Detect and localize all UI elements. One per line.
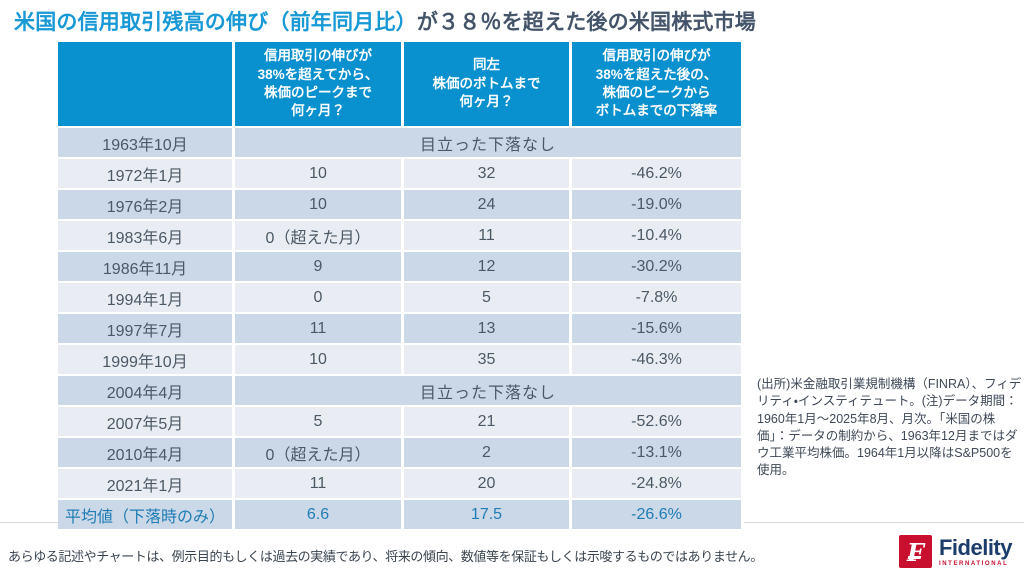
cell-peak: 11: [235, 314, 404, 345]
cell-peak: 0（超えた月）: [235, 438, 404, 469]
cell-peak: 10: [235, 159, 404, 190]
cell-bottom: 20: [404, 469, 572, 500]
fidelity-f-letter: F: [906, 538, 924, 567]
cell-date: 1999年10月: [58, 345, 235, 376]
cell-date: 1986年11月: [58, 252, 235, 283]
page-title-rest: が３８％を超えた後の米国株式市場: [416, 11, 757, 34]
cell-peak: 9: [235, 252, 404, 283]
cell-no-decline-note: 目立った下落なし: [235, 376, 744, 407]
cell-bottom: 32: [404, 159, 572, 190]
fidelity-f-icon: F: [898, 535, 932, 568]
cell-decline: -46.2%: [572, 159, 744, 190]
cell-peak: 0（超えた月）: [235, 221, 404, 252]
header-cell-decline-rate: 信用取引の伸びが 38%を超えた後の、 株価のピークから ボトムまでの下落率: [572, 42, 744, 128]
cell-date: 1972年1月: [58, 159, 235, 190]
cell-bottom: 12: [404, 252, 572, 283]
fidelity-f-bar: [907, 556, 922, 559]
cell-date: 2007年5月: [58, 407, 235, 438]
table-row: 1999年10月 10 35 -46.3%: [58, 345, 744, 376]
source-note: (出所)米金融取引業規制機構（FINRA）、フィデリティ・インスティテュート。(…: [757, 377, 1022, 478]
cell-decline: -15.6%: [572, 314, 744, 345]
table-row: 1963年10月 目立った下落なし: [58, 128, 744, 159]
cell-peak: 0: [235, 283, 404, 314]
page-title-highlight: 米国の信用取引残高の伸び（前年同月比）: [14, 11, 417, 34]
table-row: 2010年4月 0（超えた月） 2 -13.1%: [58, 438, 744, 469]
cell-bottom: 5: [404, 283, 572, 314]
table-row: 1997年7月 11 13 -15.6%: [58, 314, 744, 345]
page-title: 米国の信用取引残高の伸び（前年同月比）が３８％を超えた後の米国株式市場: [14, 6, 756, 36]
cell-date: 2010年4月: [58, 438, 235, 469]
table-row: 1976年2月 10 24 -19.0%: [58, 190, 744, 221]
cell-decline: -19.0%: [572, 190, 744, 221]
cell-decline: -24.8%: [572, 469, 744, 500]
margin-trading-table: 信用取引の伸びが 38%を超えてから、 株価のピークまで 何ヶ月？ 同左 株価の…: [58, 42, 744, 531]
cell-peak: 6.6: [235, 500, 404, 531]
cell-bottom: 13: [404, 314, 572, 345]
cell-date: 1976年2月: [58, 190, 235, 221]
table-row: 2007年5月 5 21 -52.6%: [58, 407, 744, 438]
table-header-row: 信用取引の伸びが 38%を超えてから、 株価のピークまで 何ヶ月？ 同左 株価の…: [58, 42, 744, 128]
table-row: 2021年1月 11 20 -24.8%: [58, 469, 744, 500]
cell-date: 1963年10月: [58, 128, 235, 159]
cell-bottom: 11: [404, 221, 572, 252]
cell-peak: 5: [235, 407, 404, 438]
cell-date: 2004年4月: [58, 376, 235, 407]
table-row: 1972年1月 10 32 -46.2%: [58, 159, 744, 190]
table-row: 2004年4月 目立った下落なし: [58, 376, 744, 407]
table-header: 信用取引の伸びが 38%を超えてから、 株価のピークまで 何ヶ月？ 同左 株価の…: [58, 42, 744, 128]
cell-peak: 10: [235, 190, 404, 221]
fidelity-brand-name: Fidelity: [938, 534, 1013, 560]
cell-decline: -30.2%: [572, 252, 744, 283]
fidelity-logo: F Fidelity INTERNATIONAL: [898, 534, 1013, 568]
cell-bottom: 24: [404, 190, 572, 221]
table-row-average: 平均値（下落時のみ） 6.6 17.5 -26.6%: [58, 500, 744, 531]
table-row: 1983年6月 0（超えた月） 11 -10.4%: [58, 221, 744, 252]
fidelity-wordmark: Fidelity INTERNATIONAL: [938, 534, 1013, 567]
cell-decline: -26.6%: [572, 500, 744, 531]
cell-date: 1997年7月: [58, 314, 235, 345]
fidelity-brand-subtitle: INTERNATIONAL: [938, 560, 1009, 567]
cell-date: 1994年1月: [58, 283, 235, 314]
cell-decline: -46.3%: [572, 345, 744, 376]
cell-decline: -52.6%: [572, 407, 744, 438]
header-cell-months-to-bottom: 同左 株価のボトムまで 何ヶ月？: [404, 42, 572, 128]
header-cell-months-to-peak: 信用取引の伸びが 38%を超えてから、 株価のピークまで 何ヶ月？: [235, 42, 404, 128]
cell-no-decline-note: 目立った下落なし: [235, 128, 744, 159]
cell-date: 1983年6月: [58, 221, 235, 252]
cell-peak: 10: [235, 345, 404, 376]
cell-peak: 11: [235, 469, 404, 500]
cell-bottom: 2: [404, 438, 572, 469]
table-row: 1986年11月 9 12 -30.2%: [58, 252, 744, 283]
table-row: 1994年1月 0 5 -7.8%: [58, 283, 744, 314]
cell-decline: -10.4%: [572, 221, 744, 252]
table-body: 1963年10月 目立った下落なし 1972年1月 10 32 -46.2% 1…: [58, 128, 744, 531]
cell-decline: -7.8%: [572, 283, 744, 314]
cell-date: 2021年1月: [58, 469, 235, 500]
cell-date: 平均値（下落時のみ）: [58, 500, 235, 531]
cell-bottom: 35: [404, 345, 572, 376]
cell-bottom: 21: [404, 407, 572, 438]
header-cell-date: [58, 42, 235, 128]
cell-bottom: 17.5: [404, 500, 572, 531]
disclaimer-text: あらゆる記述やチャートは、例示目的もしくは過去の実績であり、将来の傾向、数値等を…: [8, 549, 763, 564]
cell-decline: -13.1%: [572, 438, 744, 469]
